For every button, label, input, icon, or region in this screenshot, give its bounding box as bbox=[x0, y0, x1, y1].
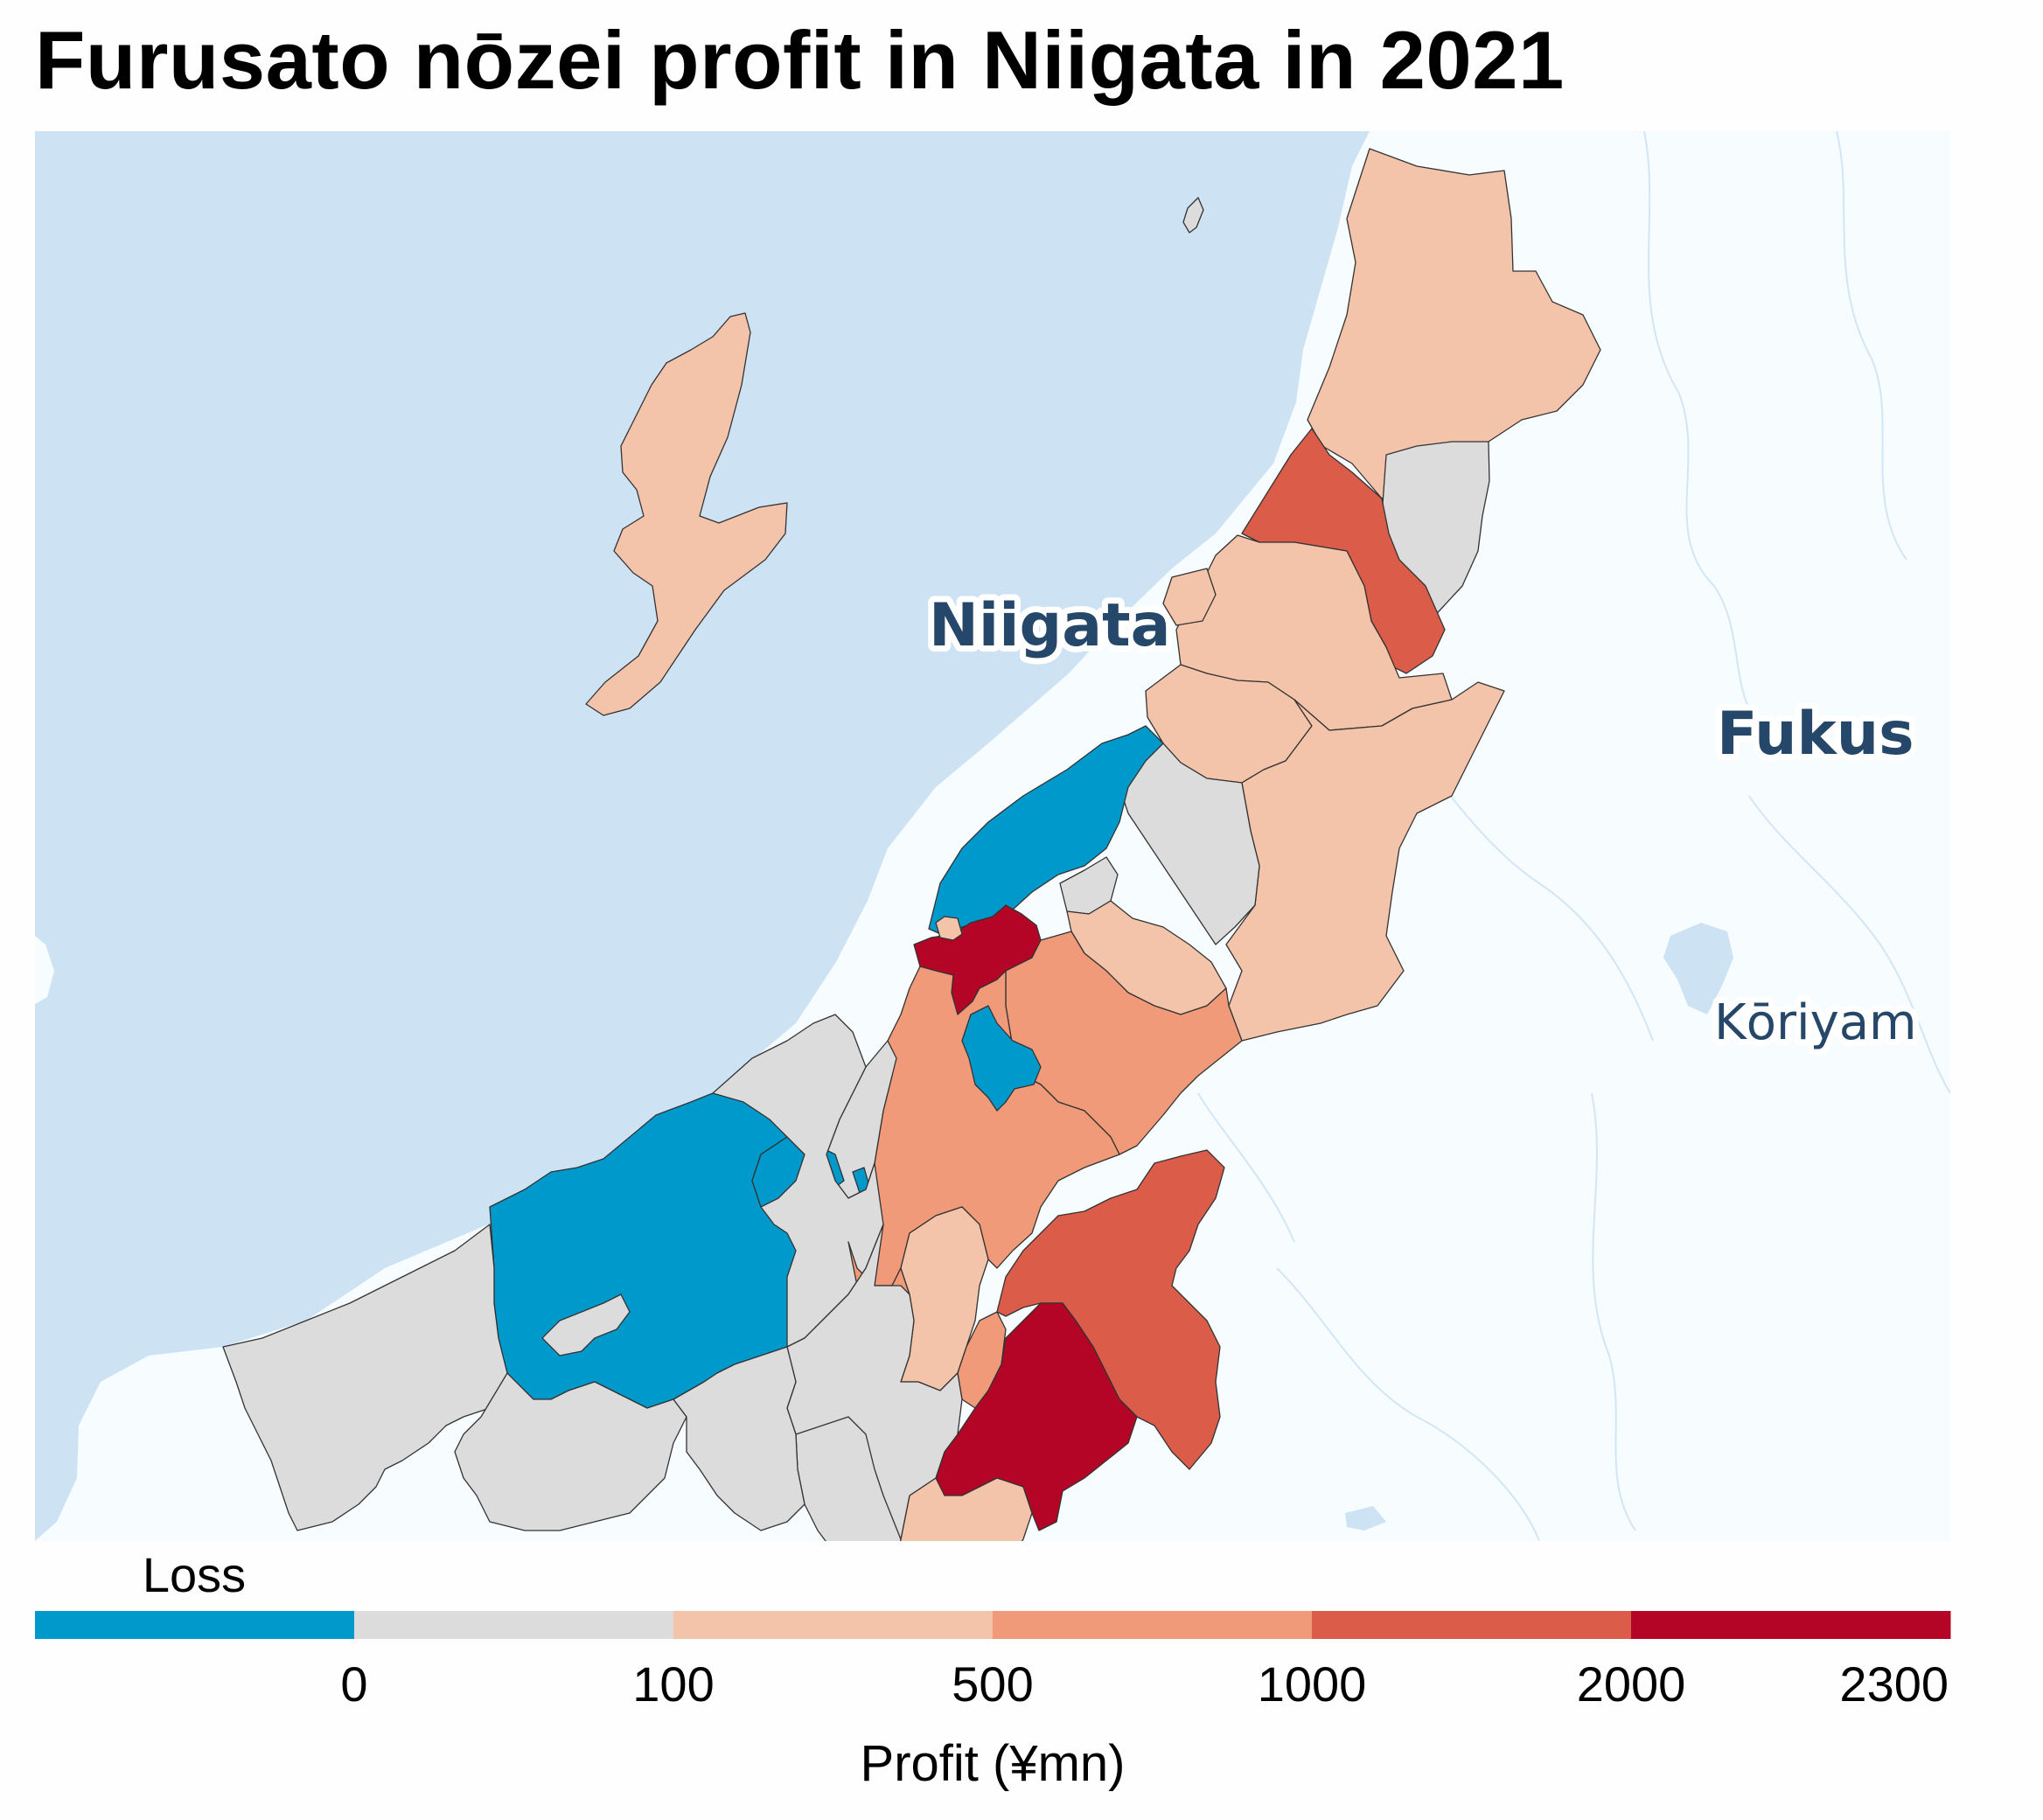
legend-tick-label: 2300 bbox=[1839, 1656, 1949, 1712]
coast-detail-west bbox=[35, 936, 54, 1004]
city-label-koriyama[interactable]: Kōriyam bbox=[1708, 988, 1923, 1057]
region-joetsu-inner bbox=[541, 1294, 631, 1356]
legend-tick-label: 0 bbox=[340, 1656, 367, 1712]
region-seiro[interactable] bbox=[1162, 568, 1217, 626]
inawashiro-lake bbox=[1663, 923, 1733, 1015]
city-label-niigata[interactable]: Niigata bbox=[923, 585, 1176, 666]
legend-tick-labels: 0 100 500 1000 2000 2300 bbox=[340, 1656, 1949, 1712]
region-joetsu-coast[interactable] bbox=[751, 1136, 805, 1208]
legend-swatch bbox=[35, 1611, 355, 1639]
legend-swatch bbox=[673, 1611, 994, 1639]
rivers bbox=[1197, 131, 1950, 1541]
legend-tick-label: 500 bbox=[952, 1656, 1033, 1712]
color-legend: Loss 0 100 500 1000 2000 2300 Profit (¥mn) bbox=[35, 1547, 1951, 1810]
choropleth-map[interactable]: Niigata Fukus Kōriyam bbox=[35, 131, 1950, 1541]
region-itoigawa[interactable] bbox=[222, 1224, 517, 1531]
region-yuzawa[interactable] bbox=[875, 1477, 1033, 1541]
legend-tick-label: 2000 bbox=[1577, 1656, 1686, 1712]
legend-tick-label: 1000 bbox=[1258, 1656, 1367, 1712]
small-lake-1 bbox=[1345, 1506, 1386, 1531]
city-label-fukushima[interactable]: Fukus bbox=[1711, 694, 1921, 775]
municipalities[interactable] bbox=[222, 148, 1601, 1541]
legend-swatch bbox=[993, 1611, 1313, 1639]
legend-canvas: Loss 0 100 500 1000 2000 2300 Profit (¥mn) bbox=[35, 1547, 1951, 1792]
legend-swatch bbox=[1312, 1611, 1632, 1639]
region-mitsuke[interactable] bbox=[961, 1005, 1042, 1112]
legend-loss-label: Loss bbox=[143, 1547, 246, 1602]
city-labels: Niigata Fukus Kōriyam bbox=[923, 585, 1923, 1057]
legend-swatch bbox=[354, 1611, 674, 1639]
legend-swatch bbox=[1631, 1611, 1951, 1639]
page-title: Furusato nōzei profit in Niigata in 2021 bbox=[35, 14, 1565, 106]
region-gosen[interactable] bbox=[1119, 743, 1260, 945]
region-myoko[interactable] bbox=[454, 1372, 687, 1531]
region-tsunan[interactable] bbox=[795, 1416, 902, 1541]
region-central-grey[interactable] bbox=[673, 1346, 805, 1531]
region-sado[interactable] bbox=[585, 312, 788, 716]
legend-title: Profit (¥mn) bbox=[861, 1735, 1126, 1792]
map-canvas[interactable]: Niigata Fukus Kōriyam bbox=[35, 131, 1950, 1541]
region-awashima bbox=[1182, 197, 1204, 234]
sea-of-japan bbox=[35, 131, 1370, 1541]
legend-tick-label: 100 bbox=[632, 1656, 714, 1712]
region-murakami[interactable] bbox=[1307, 148, 1601, 499]
legend-color-bar bbox=[35, 1611, 1951, 1639]
region-yahiko[interactable] bbox=[935, 916, 963, 941]
